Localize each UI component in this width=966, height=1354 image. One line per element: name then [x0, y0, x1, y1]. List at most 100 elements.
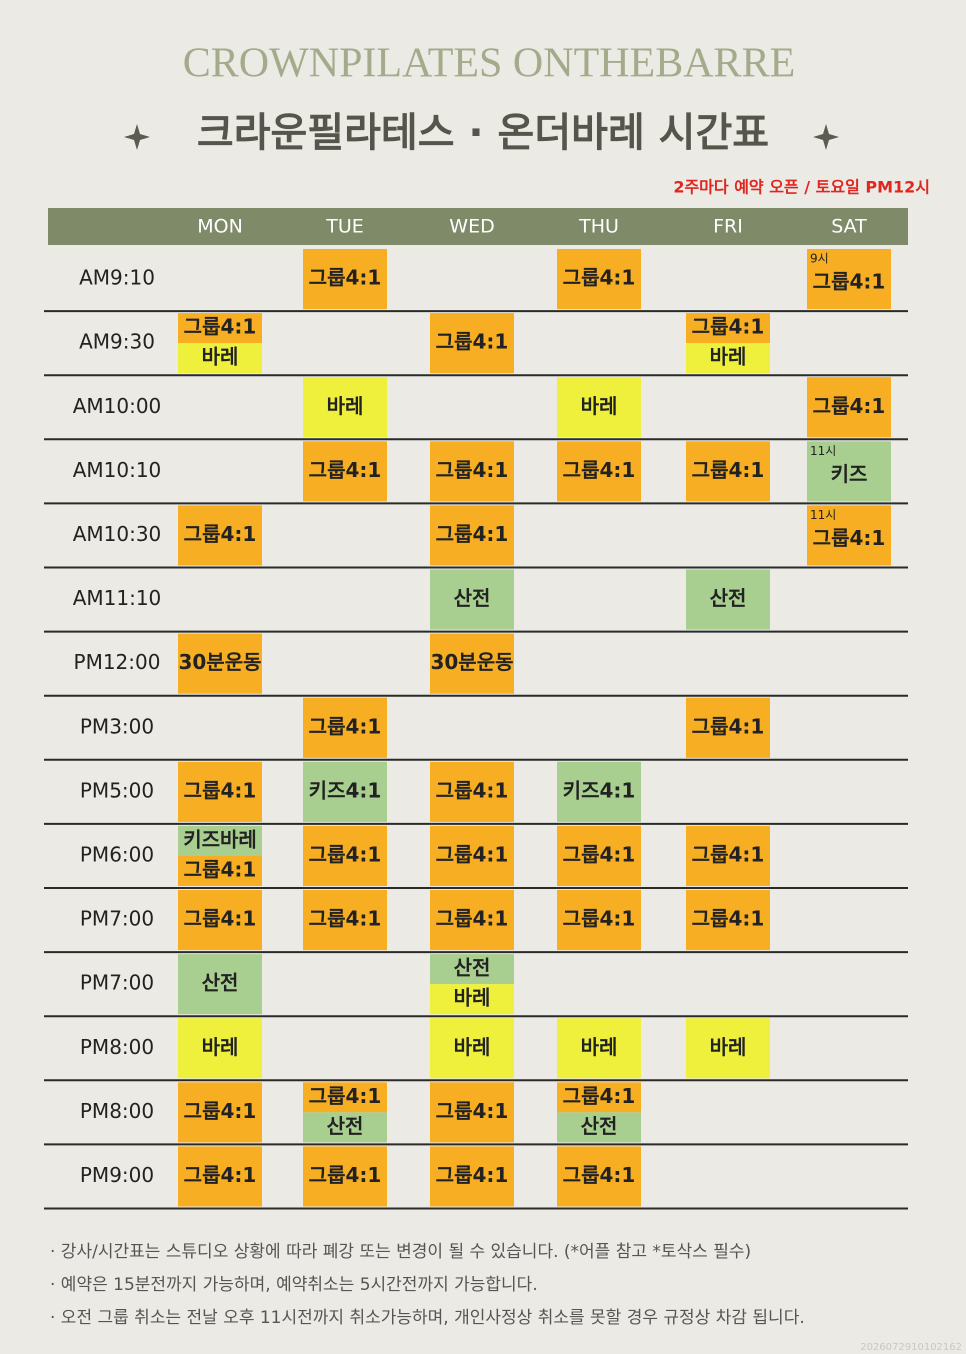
class-block — [807, 505, 891, 566]
class-block — [686, 441, 770, 502]
class-label: 그룹4:1 — [436, 907, 509, 931]
class-block — [557, 249, 641, 310]
class-label: 바레 — [454, 986, 491, 1010]
class-label: 그룹4:1 — [436, 458, 509, 482]
class-block — [430, 825, 514, 886]
time-label: AM11:10 — [73, 586, 162, 610]
stamp: 2026072910102162 — [860, 1342, 962, 1353]
class-block — [557, 441, 641, 502]
class-label: 산전 — [202, 971, 239, 995]
class-block — [430, 313, 514, 374]
table: MON TUE WED THU FRI SAT AM9:10 그룹4:1 그룹4:1 그룹4:1 9… — [44, 216, 908, 1210]
class-block — [686, 825, 770, 886]
class-block — [686, 697, 770, 758]
time-label: PM5:00 — [80, 778, 154, 802]
class-block — [303, 825, 387, 886]
class-label: 그룹4:1 — [184, 1163, 257, 1187]
class-label: 그룹4:1 — [184, 522, 257, 546]
class-block — [178, 1018, 262, 1079]
time-label: PM7:00 — [80, 907, 154, 931]
class-block — [807, 441, 891, 502]
class-label: 그룹4:1 — [309, 714, 382, 738]
footer-note: · 강사/시간표는 스튜디오 상황에 따라 폐강 또는 변경이 될 수 있습니다… — [50, 1242, 751, 1262]
class-label: 그룹4:1 — [563, 266, 636, 290]
class-label: 산전 — [454, 956, 491, 980]
class-label: 바레 — [581, 394, 618, 418]
class-block — [178, 313, 262, 344]
footer-note: · 오전 그룹 취소는 전날 오후 11시전까지 취소가능하며, 개인사정상 취… — [50, 1308, 805, 1328]
footer: · 강사/시간표는 스튜디오 상황에 따라 폐강 또는 변경이 될 수 있습니다… — [50, 1242, 962, 1353]
brand: CROWNPILATES ONTHEBARRE — [183, 41, 796, 87]
class-block — [430, 441, 514, 502]
day-label: FRI — [713, 216, 743, 238]
day-label: MON — [197, 216, 243, 238]
class-label: 그룹4:1 — [436, 522, 509, 546]
class-block — [557, 1018, 641, 1079]
class-block — [430, 1018, 514, 1079]
class-label: 그룹4:1 — [692, 907, 765, 931]
class-label: 키즈 — [831, 462, 868, 486]
class-label: 30분운동 — [178, 650, 261, 674]
class-label: 그룹4:1 — [184, 857, 257, 881]
class-label: 그룹4:1 — [692, 315, 765, 339]
day-label: WED — [449, 216, 494, 238]
class-block — [557, 825, 641, 886]
class-label: 산전 — [454, 586, 491, 610]
class-label: 그룹4:1 — [309, 266, 382, 290]
class-label: 그룹4:1 — [184, 907, 257, 931]
class-label: 산전 — [581, 1114, 618, 1138]
class-label: 그룹4:1 — [309, 458, 382, 482]
class-label: 그룹4:1 — [563, 1084, 636, 1108]
class-block — [686, 343, 770, 374]
class-block — [303, 697, 387, 758]
class-label: 바레 — [327, 394, 364, 418]
class-block — [430, 1146, 514, 1207]
time-label: PM8:00 — [80, 1035, 154, 1059]
class-block — [303, 1146, 387, 1207]
class-label: 키즈바레 — [183, 827, 257, 851]
class-block — [430, 890, 514, 951]
class-block — [430, 1082, 514, 1143]
class-label: 그룹4:1 — [813, 394, 886, 418]
time-label: AM10:00 — [73, 394, 162, 418]
class-block — [557, 1146, 641, 1207]
class-label: 그룹4:1 — [309, 1084, 382, 1108]
class-block — [557, 1082, 641, 1113]
time-label: AM10:10 — [73, 458, 162, 482]
class-label: 그룹4:1 — [309, 842, 382, 866]
class-block — [178, 954, 262, 1015]
class-label: 산전 — [327, 1114, 364, 1138]
class-block — [430, 984, 514, 1015]
class-block — [178, 505, 262, 566]
class-block — [557, 890, 641, 951]
class-block — [303, 249, 387, 310]
title: 크라운필라테스 · 온더바레 시간표 — [197, 110, 769, 156]
class-label: 그룹4:1 — [436, 1099, 509, 1123]
class-block — [557, 1112, 641, 1143]
class-block — [430, 954, 514, 985]
class-block — [178, 343, 262, 374]
class-label: 그룹4:1 — [309, 907, 382, 931]
time-label: AM10:30 — [73, 522, 162, 546]
class-block — [807, 249, 891, 310]
class-label: 그룹4:1 — [184, 315, 257, 339]
class-label: 그룹4:1 — [692, 458, 765, 482]
class-label: 그룹4:1 — [563, 1163, 636, 1187]
footer-note: · 예약은 15분전까지 가능하며, 예약취소는 5시간전까지 가능합니다. — [50, 1275, 538, 1295]
class-label: 키즈4:1 — [563, 778, 636, 802]
time-label: PM8:00 — [80, 1099, 154, 1123]
class-label: 30분운동 — [430, 650, 513, 674]
class-block — [303, 1112, 387, 1143]
class-label: 바레 — [202, 345, 239, 369]
class-label: 그룹4:1 — [813, 526, 886, 550]
class-note: 9시 — [810, 252, 829, 266]
class-note: 11시 — [810, 444, 836, 458]
class-block — [430, 569, 514, 630]
class-block — [686, 569, 770, 630]
class-label: 바레 — [202, 1035, 239, 1059]
class-label: 그룹4:1 — [436, 330, 509, 354]
class-block — [178, 825, 262, 856]
time-label: PM12:00 — [74, 650, 161, 674]
day-label: SAT — [831, 216, 867, 238]
